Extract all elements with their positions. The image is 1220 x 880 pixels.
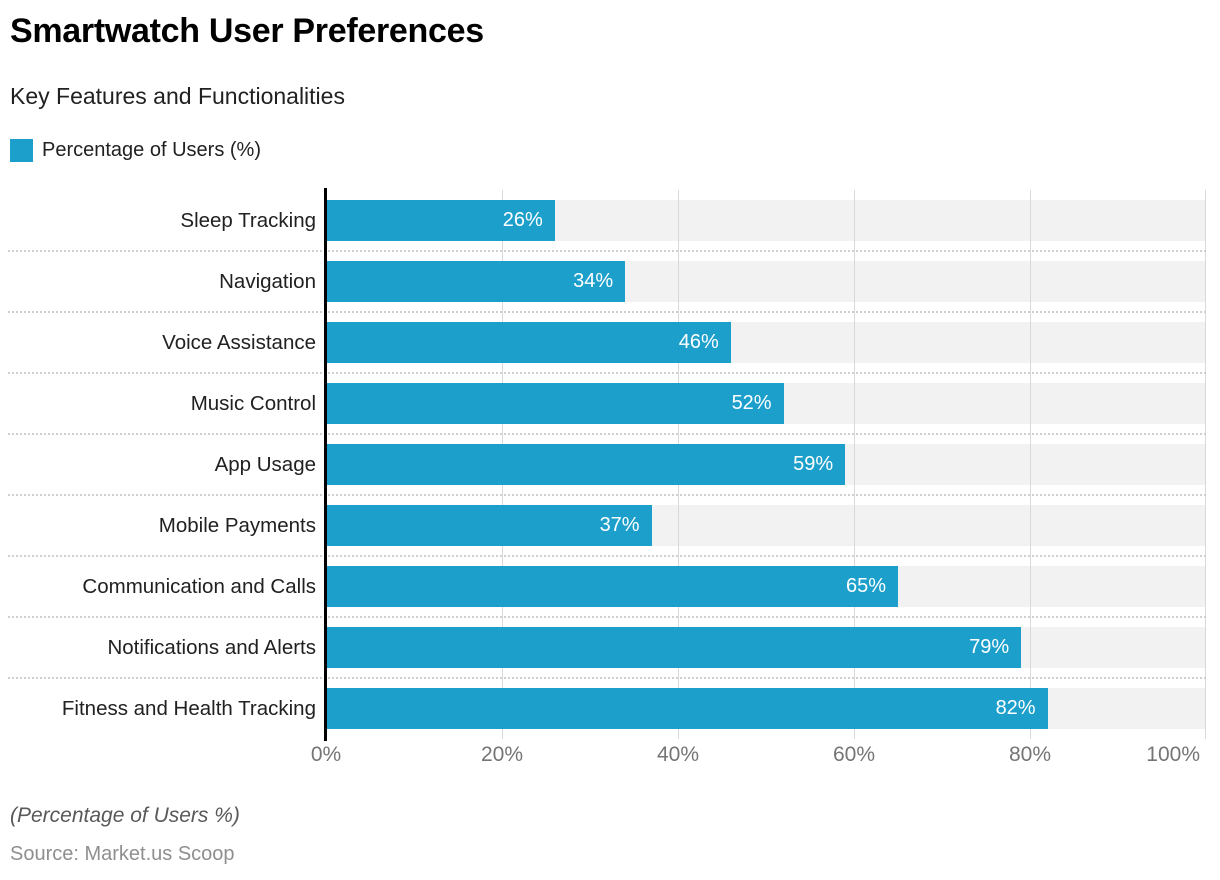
category-label: Mobile Payments [158, 513, 316, 537]
row-separator [8, 677, 1206, 679]
gridline-100 [1205, 190, 1206, 739]
bar-value-label: 65% [845, 575, 886, 597]
legend-swatch-icon [10, 139, 33, 162]
bars-area: 26% 34% 46% 52% 59% 37% 65% 79% 82% [326, 190, 1206, 739]
bar-segment[interactable]: 79% [326, 627, 1022, 668]
y-axis-line [324, 188, 327, 741]
bar-value-label: 52% [731, 392, 772, 414]
legend-label: Percentage of Users (%) [42, 139, 261, 161]
row-separator [8, 311, 1206, 313]
x-tick-label: 60% [832, 743, 876, 766]
x-tick-label: 100% [1146, 743, 1200, 766]
axis-note: (Percentage of Users %) [10, 804, 240, 827]
row-separator [8, 250, 1206, 252]
page-title: Smartwatch User Preferences [10, 12, 484, 50]
x-tick-label: 80% [1008, 743, 1052, 766]
x-tick-label: 40% [656, 743, 700, 766]
plot-area: 26% 34% 46% 52% 59% 37% 65% 79% 82% Sleep Tracki… [0, 188, 1220, 741]
category-label: App Usage [214, 452, 316, 476]
bar-segment[interactable]: 52% [326, 383, 784, 424]
bar-segment[interactable]: 26% [326, 200, 555, 241]
category-label: Sleep Tracking [180, 208, 316, 232]
bar-segment[interactable]: 65% [326, 566, 898, 607]
bar-segment[interactable]: 46% [326, 322, 731, 363]
category-label: Communication and Calls [82, 574, 316, 598]
row-separator [8, 372, 1206, 374]
bar-segment[interactable]: 82% [326, 688, 1048, 729]
category-label: Music Control [190, 391, 316, 415]
bar-value-label: 26% [502, 209, 543, 231]
gridline-80 [1030, 190, 1031, 739]
gridline-60 [854, 190, 855, 739]
bar-segment[interactable]: 37% [326, 505, 652, 546]
bar-value-label: 59% [793, 453, 834, 475]
category-label: Navigation [219, 269, 316, 293]
legend[interactable]: Percentage of Users (%) [10, 139, 261, 162]
category-label: Notifications and Alerts [107, 635, 316, 659]
row-separator [8, 555, 1206, 557]
bar-value-label: 34% [573, 270, 614, 292]
bar-value-label: 37% [599, 514, 640, 536]
bar-value-label: 46% [678, 331, 719, 353]
bar-value-label: 82% [995, 697, 1036, 719]
x-tick-label: 20% [480, 743, 524, 766]
row-separator [8, 494, 1206, 496]
bar-value-label: 79% [969, 636, 1010, 658]
row-separator [8, 616, 1206, 618]
bar-segment[interactable]: 34% [326, 261, 626, 302]
chart-subtitle: Key Features and Functionalities [10, 83, 345, 109]
x-axis: 0% 20% 40% 60% 80% 100% [311, 739, 1206, 771]
source-credit: Source: Market.us Scoop [10, 843, 235, 865]
category-label: Voice Assistance [162, 330, 316, 354]
bar-segment[interactable]: 59% [326, 444, 846, 485]
category-label: Fitness and Health Tracking [61, 696, 316, 720]
x-tick-label: 0% [310, 743, 342, 766]
row-separator [8, 433, 1206, 435]
